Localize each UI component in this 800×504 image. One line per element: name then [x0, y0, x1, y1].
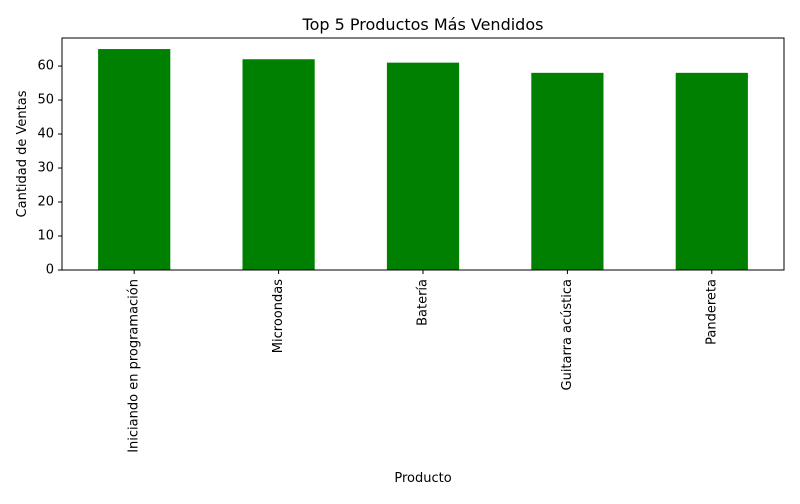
y-tick-label: 10: [37, 229, 54, 244]
x-axis-label: Producto: [394, 471, 451, 486]
x-tick-label: Microondas: [271, 279, 286, 353]
x-tick-label: Iniciando en programación: [127, 279, 142, 453]
y-tick-label: 60: [37, 59, 54, 74]
bars-group: [98, 49, 748, 271]
bar-4: [675, 72, 748, 270]
bar-0: [98, 49, 171, 270]
plot-frame: [61, 37, 785, 271]
bar-2: [386, 62, 460, 271]
y-tick-label: 40: [37, 127, 54, 142]
x-tick-label: Guitarra acústica: [560, 279, 575, 391]
bar-3: [531, 72, 604, 270]
chart-title: Top 5 Productos Más Vendidos: [302, 15, 544, 34]
y-axis-ticks: 0 10 20 30 40 50 60: [37, 59, 62, 278]
y-tick-label: 20: [37, 195, 54, 210]
y-tick-label: 0: [46, 263, 54, 278]
x-tick-label: Pandereta: [704, 279, 719, 345]
y-tick-label: 50: [37, 93, 54, 108]
y-tick-label: 30: [37, 161, 54, 176]
bar-1: [242, 59, 315, 270]
x-tick-label: Batería: [416, 279, 431, 326]
y-axis-label: Cantidad de Ventas: [15, 90, 30, 217]
x-axis-ticks: Iniciando en programación Microondas Bater…: [127, 270, 719, 453]
